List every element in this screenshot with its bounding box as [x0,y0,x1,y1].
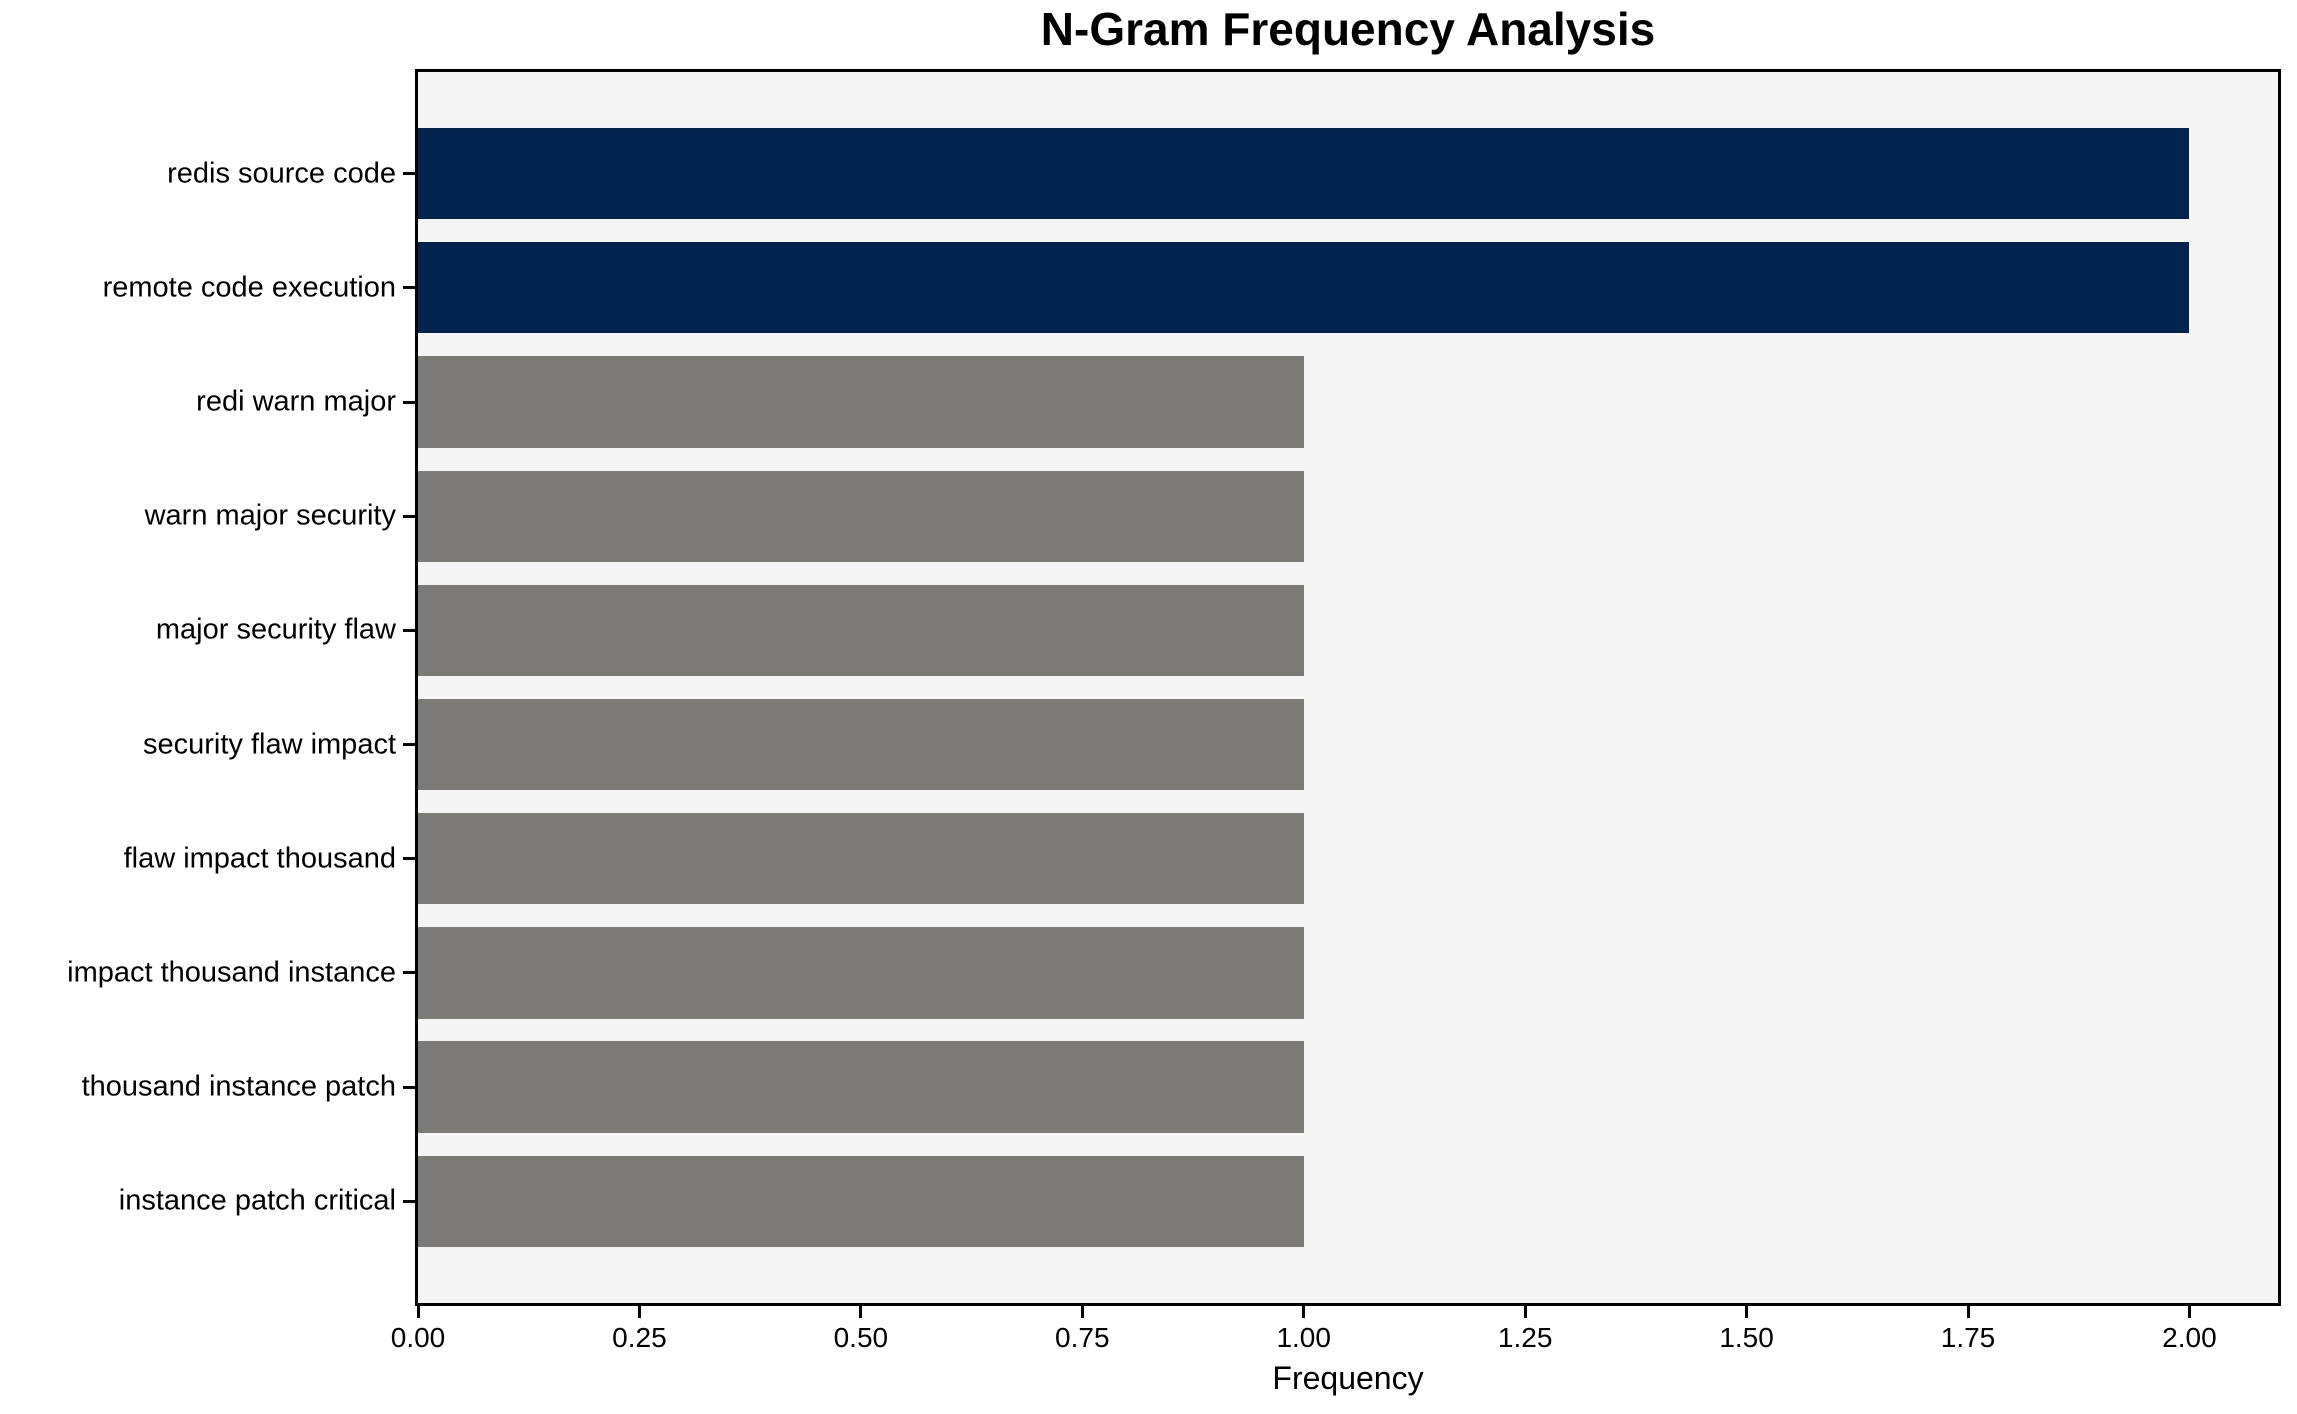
x-tick-label: 1.50 [1719,1322,1774,1353]
x-tick-label: 1.25 [1497,1322,1553,1353]
y-tick-mark [403,514,415,518]
bar [418,1041,1304,1133]
x-tick-mark [1523,1306,1527,1318]
x-tick-mark [2187,1306,2191,1318]
x-tick-label: 0.50 [833,1322,889,1353]
chart-title: N-Gram Frequency Analysis [1040,3,1656,55]
y-tick-label: thousand instance patch [81,1070,396,1103]
y-tick-mark [403,628,415,632]
y-tick-label: impact thousand instance [67,956,396,989]
x-tick-label: 0.25 [612,1322,667,1353]
x-tick-mark [1966,1306,1970,1318]
x-tick-mark [1302,1306,1306,1318]
y-tick-mark [403,743,415,747]
y-tick-mark [403,1085,415,1089]
bar [418,584,1304,677]
bar [418,470,1304,562]
y-tick-label: major security flaw [155,613,396,646]
x-tick-mark [416,1306,420,1318]
y-tick-label: redis source code [167,157,396,190]
bar [418,242,2190,334]
x-tick-label: 2.00 [2162,1322,2217,1353]
y-tick-mark [403,286,415,290]
bar [418,1155,1304,1248]
bar [418,127,2190,220]
x-tick-mark [1745,1306,1749,1318]
x-tick-label: 1.75 [1940,1322,1996,1353]
y-tick-label: warn major security [144,499,396,532]
y-tick-mark [403,857,415,861]
x-tick-mark [859,1306,863,1318]
y-tick-mark [403,400,415,404]
bar [418,698,1304,791]
bar [418,813,1304,905]
bar [418,356,1304,448]
y-tick-mark [403,971,415,975]
y-tick-mark [403,1199,415,1203]
x-tick-mark [637,1306,641,1318]
y-tick-label: security flaw impact [142,728,396,761]
y-tick-label: redi warn major [196,385,396,418]
x-tick-mark [1080,1306,1084,1318]
y-tick-mark [403,172,415,176]
y-tick-label: instance patch critical [118,1184,396,1217]
x-tick-label: 0.75 [1055,1322,1110,1353]
y-tick-label: remote code execution [102,271,396,304]
bar [418,927,1304,1019]
y-tick-label: flaw impact thousand [123,842,396,875]
x-tick-label: 1.00 [1276,1322,1331,1353]
x-axis-label: Frequency [1272,1360,1424,1396]
x-tick-label: 0.00 [390,1322,446,1353]
plot-area [415,69,2281,1306]
